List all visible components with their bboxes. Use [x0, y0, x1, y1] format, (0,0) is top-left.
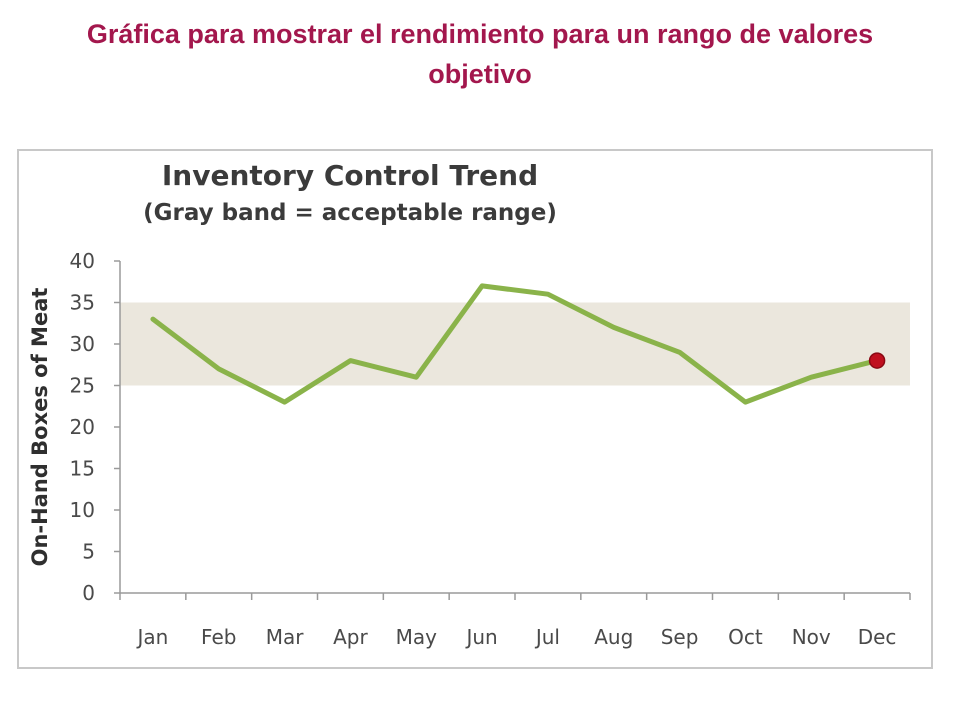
x-tick-label: Jan: [135, 625, 168, 649]
y-tick-label: 5: [82, 540, 95, 564]
y-tick-label: 35: [70, 291, 95, 315]
chart-title: Inventory Control Trend: [162, 159, 538, 192]
x-tick-label: Jul: [534, 625, 560, 649]
x-tick-label: May: [396, 625, 438, 649]
last-point-marker: [868, 352, 886, 369]
y-tick-label: 15: [70, 457, 95, 481]
y-axis-title: On-Hand Boxes of Meat: [28, 288, 52, 567]
y-tick-label: 40: [70, 249, 95, 273]
x-tick-label: Jun: [464, 625, 497, 649]
x-tick-label: Oct: [728, 625, 763, 649]
chart-subtitle: (Gray band = acceptable range): [143, 200, 557, 226]
acceptable-range-band: [120, 302, 910, 386]
x-tick-label: Sep: [661, 625, 699, 649]
x-tick-label: Apr: [333, 625, 368, 649]
x-tick-label: Mar: [266, 625, 305, 649]
plot-area: 0 5 10 15 20 25 30 35 40 Jan Feb Mar Apr May Jun Jul Aug…: [70, 249, 911, 649]
x-tick-label: Aug: [594, 625, 633, 649]
x-tick-label: Nov: [792, 625, 831, 649]
y-tick-label: 30: [70, 332, 95, 356]
y-tick-label: 0: [82, 581, 95, 605]
slide-title: Gráfica para mostrar el rendimiento para…: [86, 19, 874, 89]
x-tick-label: Dec: [858, 625, 897, 649]
y-tick-label: 10: [70, 498, 95, 522]
x-tick-label: Feb: [201, 625, 236, 649]
y-tick-label: 25: [70, 374, 95, 398]
inventory-series-line: [150, 283, 880, 405]
chart-frame: [17, 149, 933, 669]
y-tick-label: 20: [70, 415, 95, 439]
